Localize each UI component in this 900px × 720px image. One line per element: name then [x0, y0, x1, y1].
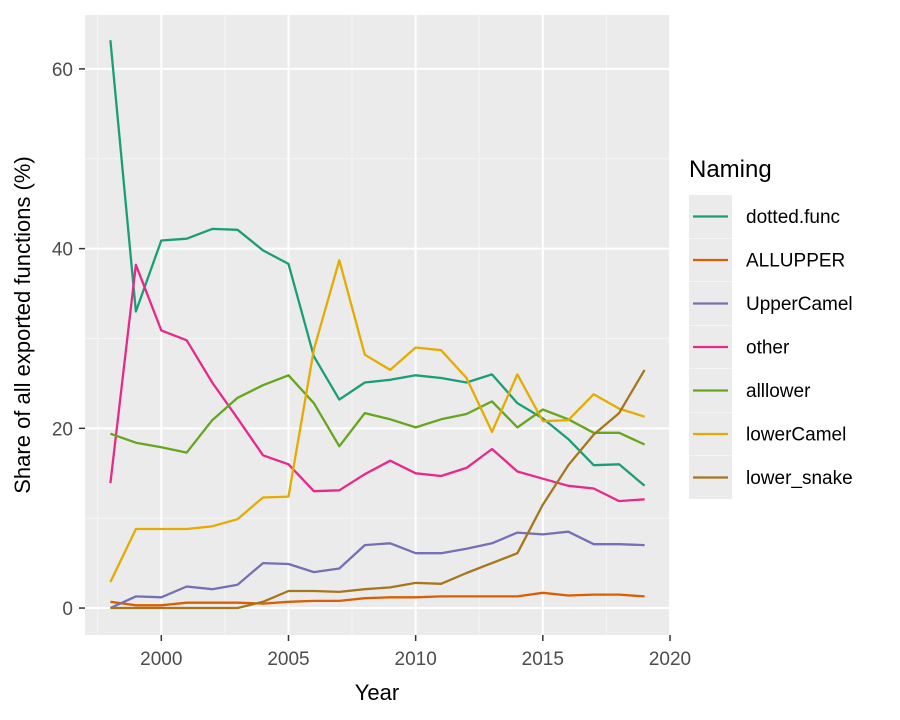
series-line-lower-snake: [110, 369, 646, 610]
major-gridlines: [85, 15, 671, 635]
series-line-alllower: [110, 374, 646, 454]
y-tick-label: 60: [52, 60, 73, 81]
x-tick-label: 2000: [140, 649, 182, 670]
series-line-uppercamel: [109, 530, 645, 610]
series-line-other: [109, 263, 645, 503]
legend-label-lower-snake: lower_snake: [746, 468, 853, 489]
series-line-allupper: [110, 591, 645, 607]
series-line-dotted-func: [109, 40, 646, 487]
y-tick-label: 40: [52, 240, 73, 261]
legend-label-other: other: [746, 338, 790, 359]
legend-label-uppercamel: UpperCamel: [746, 294, 853, 315]
series-line-lowercamel: [109, 259, 645, 583]
x-axis-title: Year: [355, 680, 399, 705]
legend-label-alllower: alllower: [746, 381, 811, 402]
panel-background: [85, 15, 670, 635]
legend-title: Naming: [689, 156, 772, 183]
x-tick-label: 2015: [522, 649, 564, 670]
y-axis-title: Share of all exported functions (%): [10, 156, 35, 494]
y-tick-label: 0: [62, 599, 73, 620]
y-tick-label: 20: [52, 419, 73, 440]
x-tick-label: 2010: [395, 649, 437, 670]
x-tick-label: 2020: [649, 649, 691, 670]
legend-label-allupper: ALLUPPER: [746, 251, 845, 272]
x-tick-label: 2005: [267, 649, 309, 670]
legend: Naming dotted.func ALLUPPER UpperCamel othe…: [689, 156, 853, 499]
x-axis-tick-labels: 2000 2005 2010 2015 2020: [140, 649, 691, 670]
axis-ticks: [79, 68, 671, 641]
y-axis-tick-labels: 0 20 40 60: [52, 60, 73, 620]
series-lines: [109, 40, 646, 610]
legend-label-dotted-func: dotted.func: [746, 207, 840, 228]
legend-label-lowercamel: lowerCamel: [746, 425, 846, 446]
